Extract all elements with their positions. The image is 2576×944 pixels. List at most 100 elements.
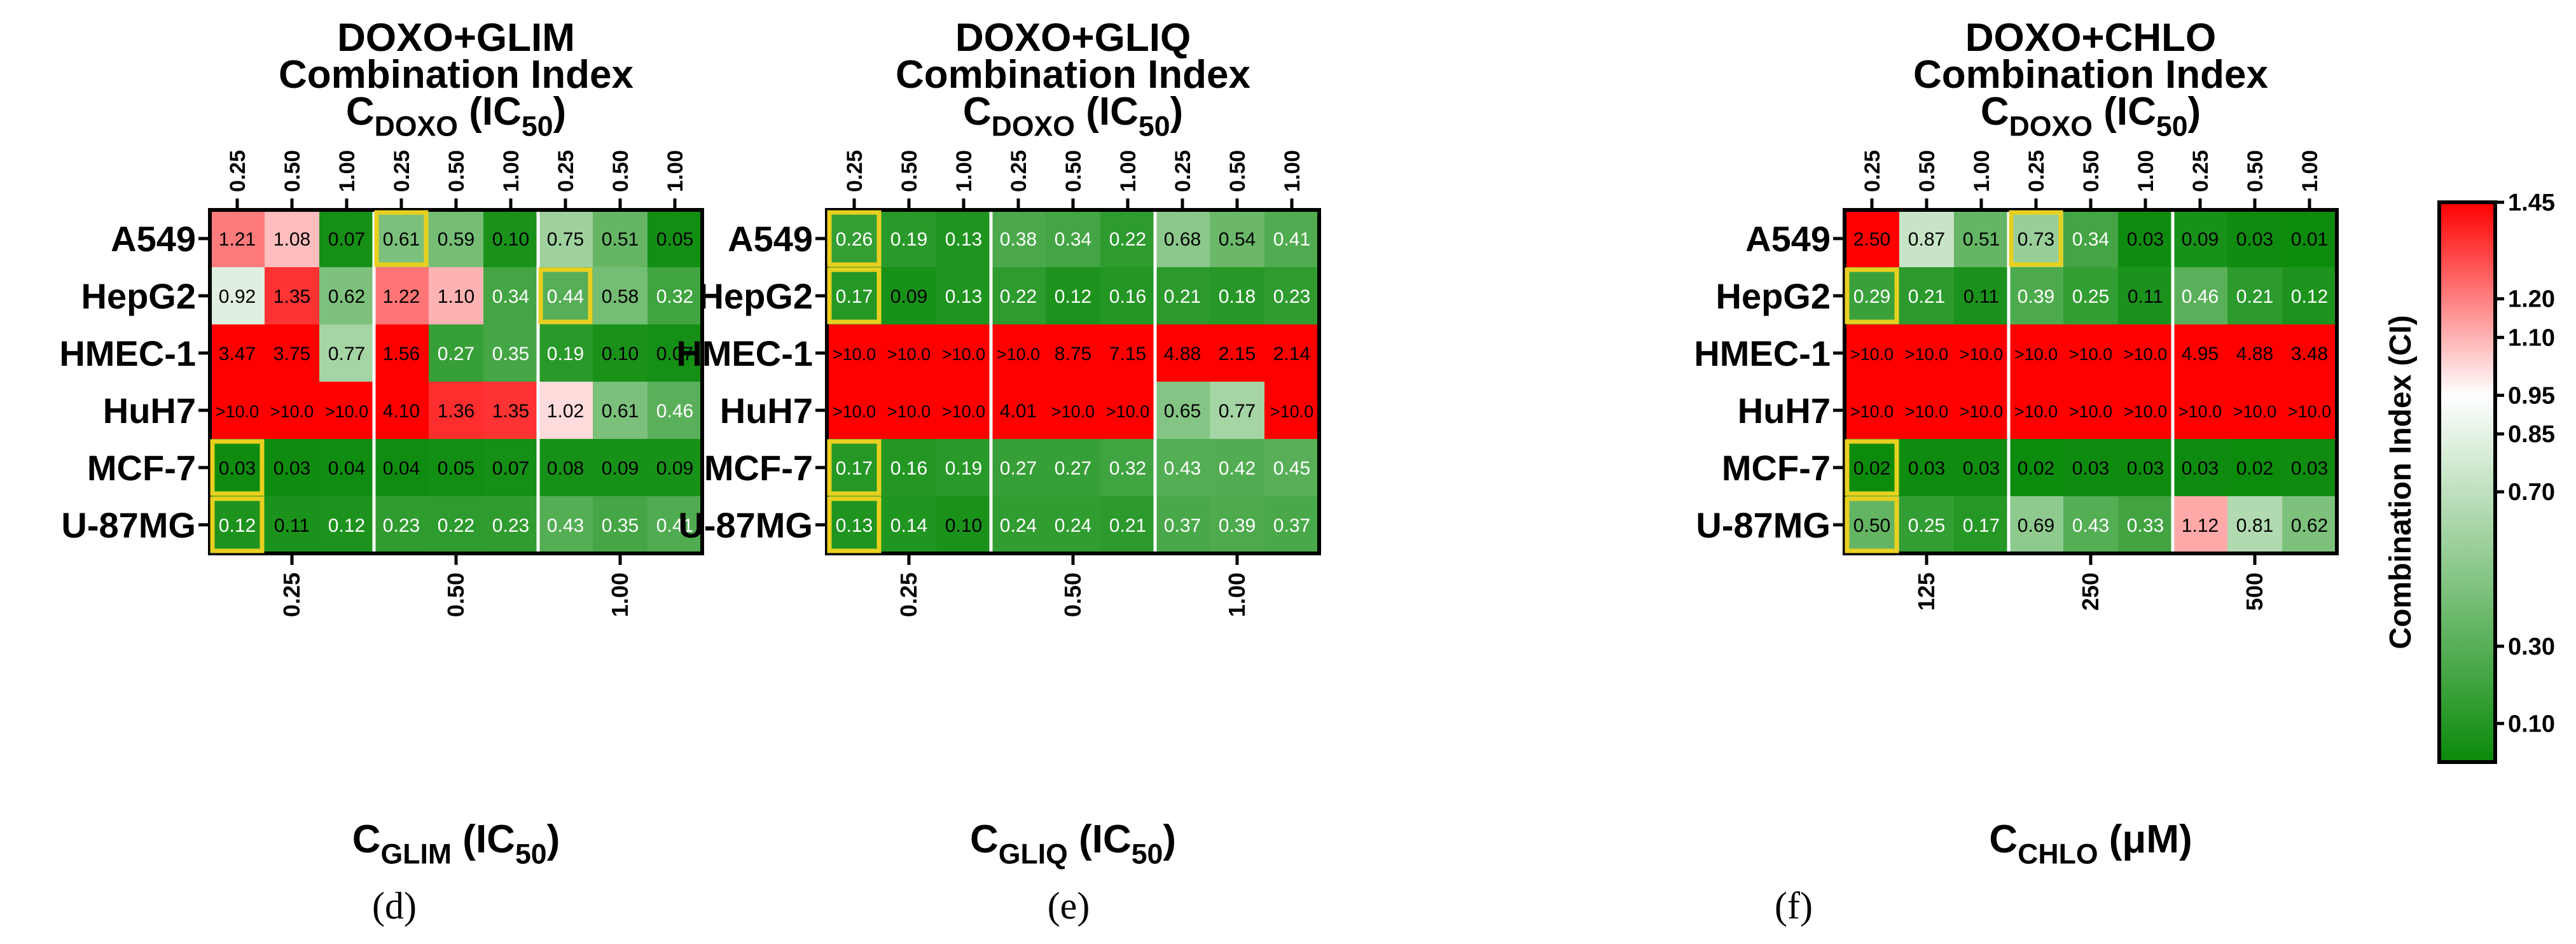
cell-value: 1.21 (219, 229, 256, 250)
heatmap-cell (882, 267, 936, 324)
panel-label: (f) (1775, 885, 1813, 927)
top-axis-title-main: C (1981, 90, 2009, 134)
cell-value: 0.65 (1164, 401, 1201, 422)
top-tick-label: 1.00 (499, 150, 523, 192)
heatmap-cell (483, 210, 538, 267)
heatmap-cell (1899, 439, 1954, 496)
heatmap-cell (2282, 210, 2337, 267)
bottom-axis-title-main: C (1989, 817, 2018, 861)
cell-value: 0.09 (2182, 229, 2219, 250)
cell-value: 0.81 (2236, 515, 2273, 536)
cell-value: 0.26 (836, 229, 873, 250)
cell-value: 0.23 (383, 515, 420, 536)
cell-value: 1.08 (274, 229, 310, 250)
cell-value: 0.04 (328, 458, 365, 479)
cell-value: 0.77 (1219, 401, 1256, 422)
cell-value: 0.03 (2291, 458, 2328, 479)
row-label: HepG2 (1716, 276, 1831, 316)
heatmap-cell (2009, 496, 2063, 553)
cell-value: 1.10 (438, 286, 474, 307)
heatmap-cell (1046, 496, 1100, 553)
colorbar-tick-label: 1.10 (2508, 324, 2555, 351)
heatmap-cell (1155, 382, 1210, 439)
cell-value: 0.21 (1109, 515, 1146, 536)
cell-value: 0.62 (328, 286, 365, 307)
top-axis-title-paren: (IC (1075, 90, 1139, 134)
cell-value: 0.50 (1853, 515, 1890, 536)
cell-value: 0.29 (1853, 286, 1890, 307)
cell-value: 0.12 (219, 515, 256, 536)
heatmap-cell (1845, 382, 1899, 439)
top-tick-label: 0.25 (554, 150, 578, 192)
cell-value: 0.03 (2127, 229, 2164, 250)
heatmap-cell (1155, 324, 1210, 382)
heatmap-cell (1100, 382, 1155, 439)
heatmap-cell (2227, 439, 2282, 496)
cell-value: 0.62 (2291, 515, 2328, 536)
colorbar-label: Combination Index (CI) (2384, 315, 2418, 649)
heatmap-cell (1954, 210, 2009, 267)
top-tick-label: 1.00 (1116, 150, 1140, 192)
top-tick-label: 0.50 (609, 150, 633, 192)
row-label: HMEC-1 (676, 333, 813, 373)
top-tick-label: 0.25 (226, 150, 250, 192)
cell-value: 0.03 (274, 458, 310, 479)
heatmap-cell (374, 210, 429, 267)
heatmap-cell (2282, 267, 2337, 324)
heatmap-cell (2118, 382, 2173, 439)
cell-value: 0.02 (2018, 458, 2054, 479)
highlight-box (210, 439, 265, 496)
cell-value: 0.43 (547, 515, 584, 536)
cell-value: 1.12 (2182, 515, 2219, 536)
bottom-axis-title-paren: (IC (452, 817, 515, 861)
heatmap-cell (1899, 496, 1954, 553)
heatmap-cell (483, 496, 538, 553)
heatmap-cell (882, 496, 936, 553)
heatmap-cell (991, 210, 1046, 267)
cell-value: 0.09 (656, 458, 693, 479)
cell-value: >10.0 (833, 402, 876, 421)
top-tick-label: 0.50 (445, 150, 469, 192)
heatmap-cell (593, 439, 647, 496)
cell-value: >10.0 (1850, 402, 1894, 421)
heatmap-cell (991, 496, 1046, 553)
cell-value: 0.03 (2182, 458, 2219, 479)
heatmap-cell (2227, 324, 2282, 382)
bottom-tick-label: 0.25 (896, 573, 922, 617)
heatmap-cell (1210, 496, 1264, 553)
cell-value: 4.01 (1000, 401, 1037, 422)
cell-value: 0.43 (2072, 515, 2109, 536)
row-label: A549 (111, 219, 196, 259)
row-label: HMEC-1 (59, 333, 196, 373)
heatmap-cell (538, 267, 593, 324)
bottom-tick-label: 1.00 (1224, 573, 1250, 617)
heatmap-cell (483, 324, 538, 382)
heatmap-cell (1845, 439, 1899, 496)
top-axis-title: CDOXO (IC50) (346, 90, 566, 142)
top-axis-title-main: C (963, 90, 992, 134)
cell-value: 0.12 (1055, 286, 1091, 307)
cell-value: 0.27 (1000, 458, 1037, 479)
heatmap-cell (429, 210, 483, 267)
cell-value: >10.0 (833, 345, 876, 364)
cell-value: 0.04 (383, 458, 420, 479)
heatmap-cell (538, 210, 593, 267)
heatmap-cell (593, 210, 647, 267)
cell-value: 0.68 (1164, 229, 1201, 250)
heatmap-cell (483, 382, 538, 439)
heatmap-cell (827, 210, 882, 267)
heatmap-cell (1210, 324, 1264, 382)
heatmap-cell (1155, 439, 1210, 496)
heatmap-cell (1155, 496, 1210, 553)
cell-value: 0.37 (1164, 515, 1201, 536)
cell-value: 3.48 (2291, 344, 2328, 364)
cell-value: >10.0 (997, 345, 1040, 364)
colorbar-tick-label: 1.45 (2508, 190, 2555, 216)
cell-value: 0.19 (547, 344, 584, 364)
heatmap-cell (2282, 496, 2337, 553)
heatmap-cell (538, 382, 593, 439)
top-axis-title-sub: DOXO (992, 111, 1075, 142)
cell-value: 0.22 (1109, 229, 1146, 250)
heatmap-cell (1954, 439, 2009, 496)
heatmap-cell (265, 382, 319, 439)
